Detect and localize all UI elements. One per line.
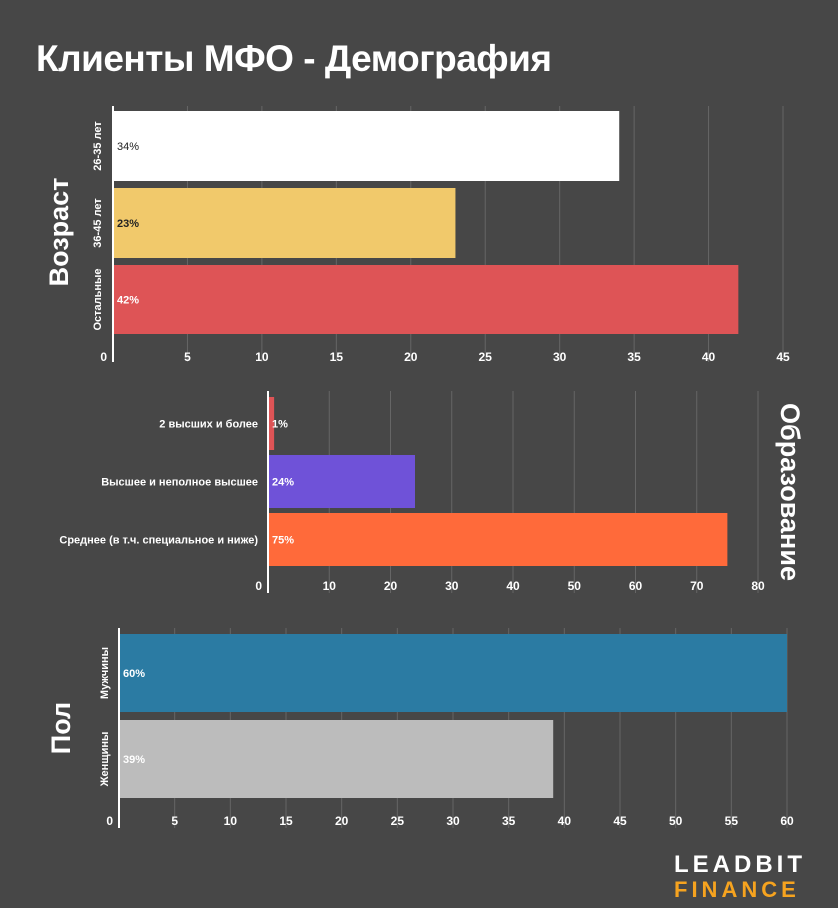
gender-tick-label: 45: [613, 814, 627, 828]
gender-tick-label: 30: [446, 814, 460, 828]
leadbit-logo: LEADBIT FINANCE: [674, 853, 806, 901]
age-tick-label: 0: [100, 350, 107, 364]
education-bar: [268, 513, 728, 566]
gender-tick-label: 20: [335, 814, 349, 828]
gender-tick-label: 10: [224, 814, 238, 828]
education-tick-label: 40: [506, 579, 520, 593]
age-data-label: 23%: [117, 218, 139, 230]
education-tick-label: 10: [323, 579, 337, 593]
gender-tick-label: 0: [106, 814, 113, 828]
education-category-label: Среднее (в т.ч. специальное и ниже): [59, 535, 258, 547]
age-data-label: 34%: [117, 141, 139, 153]
age-bar: [113, 111, 620, 181]
gender-tick-label: 5: [171, 814, 178, 828]
age-tick-label: 30: [553, 350, 567, 364]
age-bar: [113, 188, 456, 258]
age-tick-label: 5: [184, 350, 191, 364]
age-tick-label: 10: [255, 350, 269, 364]
age-chart-title: Возраст: [44, 178, 74, 287]
logo-line-1: LEADBIT: [674, 851, 806, 878]
education-tick-label: 80: [751, 579, 765, 593]
gender-tick-label: 25: [391, 814, 405, 828]
gender-bar: [119, 634, 787, 712]
education-tick-label: 60: [629, 579, 643, 593]
gender-tick-label: 40: [558, 814, 572, 828]
gender-category-label: Мужчины: [99, 647, 111, 699]
education-bar: [268, 397, 275, 450]
age-tick-label: 20: [404, 350, 418, 364]
education-tick-label: 0: [255, 579, 262, 593]
gender-data-label: 60%: [123, 668, 145, 680]
age-chart: 34% 23% 42% 26-35 лет 36-45 лет Остальные 0 5 10…: [44, 106, 790, 364]
age-tick-label: 15: [330, 350, 344, 364]
age-data-label: 42%: [117, 295, 139, 307]
logo-line-2: FINANCE: [674, 877, 800, 902]
education-tick-label: 20: [384, 579, 398, 593]
education-data-label: 24%: [272, 477, 294, 489]
gender-tick-label: 55: [725, 814, 739, 828]
education-tick-label: 50: [568, 579, 582, 593]
page-title: Клиенты МФО - Демография: [36, 38, 552, 79]
age-tick-label: 45: [776, 350, 790, 364]
education-chart-title: Образование: [775, 403, 805, 581]
age-category-label: 26-35 лет: [92, 121, 104, 171]
education-category-label: 2 высших и более: [159, 419, 258, 431]
gender-tick-label: 60: [780, 814, 794, 828]
gender-chart-title: Пол: [46, 702, 76, 754]
gender-chart: 60% 39% Мужчины Женщины 0 5 10 15 20 25 30 35 40 45 50…: [46, 628, 794, 828]
education-category-label: Высшее и неполное высшее: [101, 477, 258, 489]
education-tick-label: 70: [690, 579, 704, 593]
gender-category-label: Женщины: [99, 732, 111, 788]
gender-data-label: 39%: [123, 754, 145, 766]
age-bar: [113, 265, 739, 334]
age-category-label: 36-45 лет: [92, 198, 104, 248]
age-category-label: Остальные: [92, 268, 104, 330]
education-bar: [268, 455, 415, 508]
education-data-label: 1%: [272, 419, 288, 431]
age-tick-label: 40: [702, 350, 716, 364]
age-tick-label: 35: [627, 350, 641, 364]
gender-tick-label: 35: [502, 814, 516, 828]
education-data-label: 75%: [272, 535, 294, 547]
gender-bar: [119, 720, 554, 798]
gender-tick-label: 50: [669, 814, 683, 828]
gender-tick-label: 15: [279, 814, 293, 828]
age-tick-label: 25: [479, 350, 493, 364]
education-tick-label: 30: [445, 579, 459, 593]
education-chart: 1% 24% 75% 2 высших и более Высшее и неполно…: [59, 391, 805, 593]
